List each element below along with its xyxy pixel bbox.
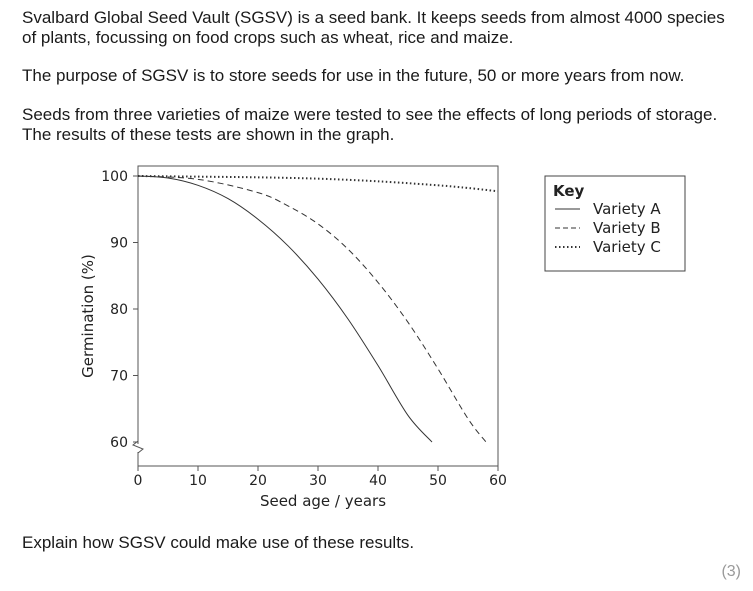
series-line-variety-c <box>137 175 499 193</box>
legend-border <box>544 175 686 272</box>
axis-break-zigzag <box>132 440 144 454</box>
x-tick-label: 10 <box>189 473 207 489</box>
intro-paragraph-3: Seeds from three varieties of maize were… <box>22 105 718 144</box>
legend-title: Key <box>553 182 585 200</box>
y-axis-ticks: 100 90 80 70 60 <box>101 169 138 451</box>
x-tick-label: 20 <box>249 473 267 489</box>
plot-area <box>137 165 499 467</box>
series-layer <box>137 175 499 443</box>
x-axis-ticks: 0 10 20 30 40 50 60 <box>134 466 507 489</box>
x-axis-title: Seed age / years <box>260 492 386 510</box>
legend-label-variety-c: Variety C <box>593 238 661 256</box>
x-tick-label: 0 <box>134 473 143 489</box>
x-tick-label: 50 <box>429 473 447 489</box>
question-text: Explain how SGSV could make use of these… <box>22 533 415 552</box>
y-tick-label: 100 <box>101 169 128 185</box>
x-tick-label: 60 <box>489 473 507 489</box>
legend-label-variety-a: Variety A <box>593 200 661 218</box>
intro-paragraph-2: The purpose of SGSV is to store seeds fo… <box>22 66 685 85</box>
y-tick-label: 60 <box>110 435 128 451</box>
x-tick-label: 30 <box>309 473 327 489</box>
plot-border <box>137 165 499 467</box>
axis-break-gap <box>132 444 144 452</box>
y-axis-break-marker <box>132 440 144 454</box>
marks-indicator: (3) <box>721 563 741 580</box>
x-tick-label: 40 <box>369 473 387 489</box>
y-axis-title: Germination (%) <box>79 254 97 378</box>
y-tick-label: 70 <box>110 369 128 385</box>
series-line-variety-b <box>137 175 487 443</box>
series-line-variety-a <box>137 175 433 443</box>
y-tick-label: 80 <box>110 302 128 318</box>
y-tick-label: 90 <box>110 236 128 252</box>
legend-label-variety-b: Variety B <box>593 219 661 237</box>
intro-paragraph-1: Svalbard Global Seed Vault (SGSV) is a s… <box>22 8 725 47</box>
